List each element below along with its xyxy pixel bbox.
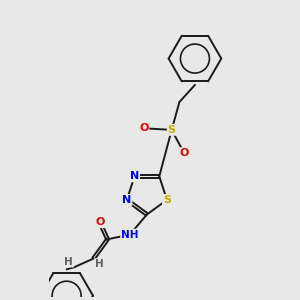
Text: S: S: [168, 125, 176, 135]
Text: H: H: [64, 256, 73, 267]
Text: H: H: [95, 259, 103, 269]
Text: NH: NH: [121, 230, 139, 240]
Text: O: O: [95, 217, 104, 227]
Text: N: N: [130, 171, 139, 181]
Text: O: O: [179, 148, 189, 158]
Text: O: O: [139, 123, 148, 133]
Text: S: S: [163, 195, 171, 205]
Text: N: N: [122, 195, 131, 205]
